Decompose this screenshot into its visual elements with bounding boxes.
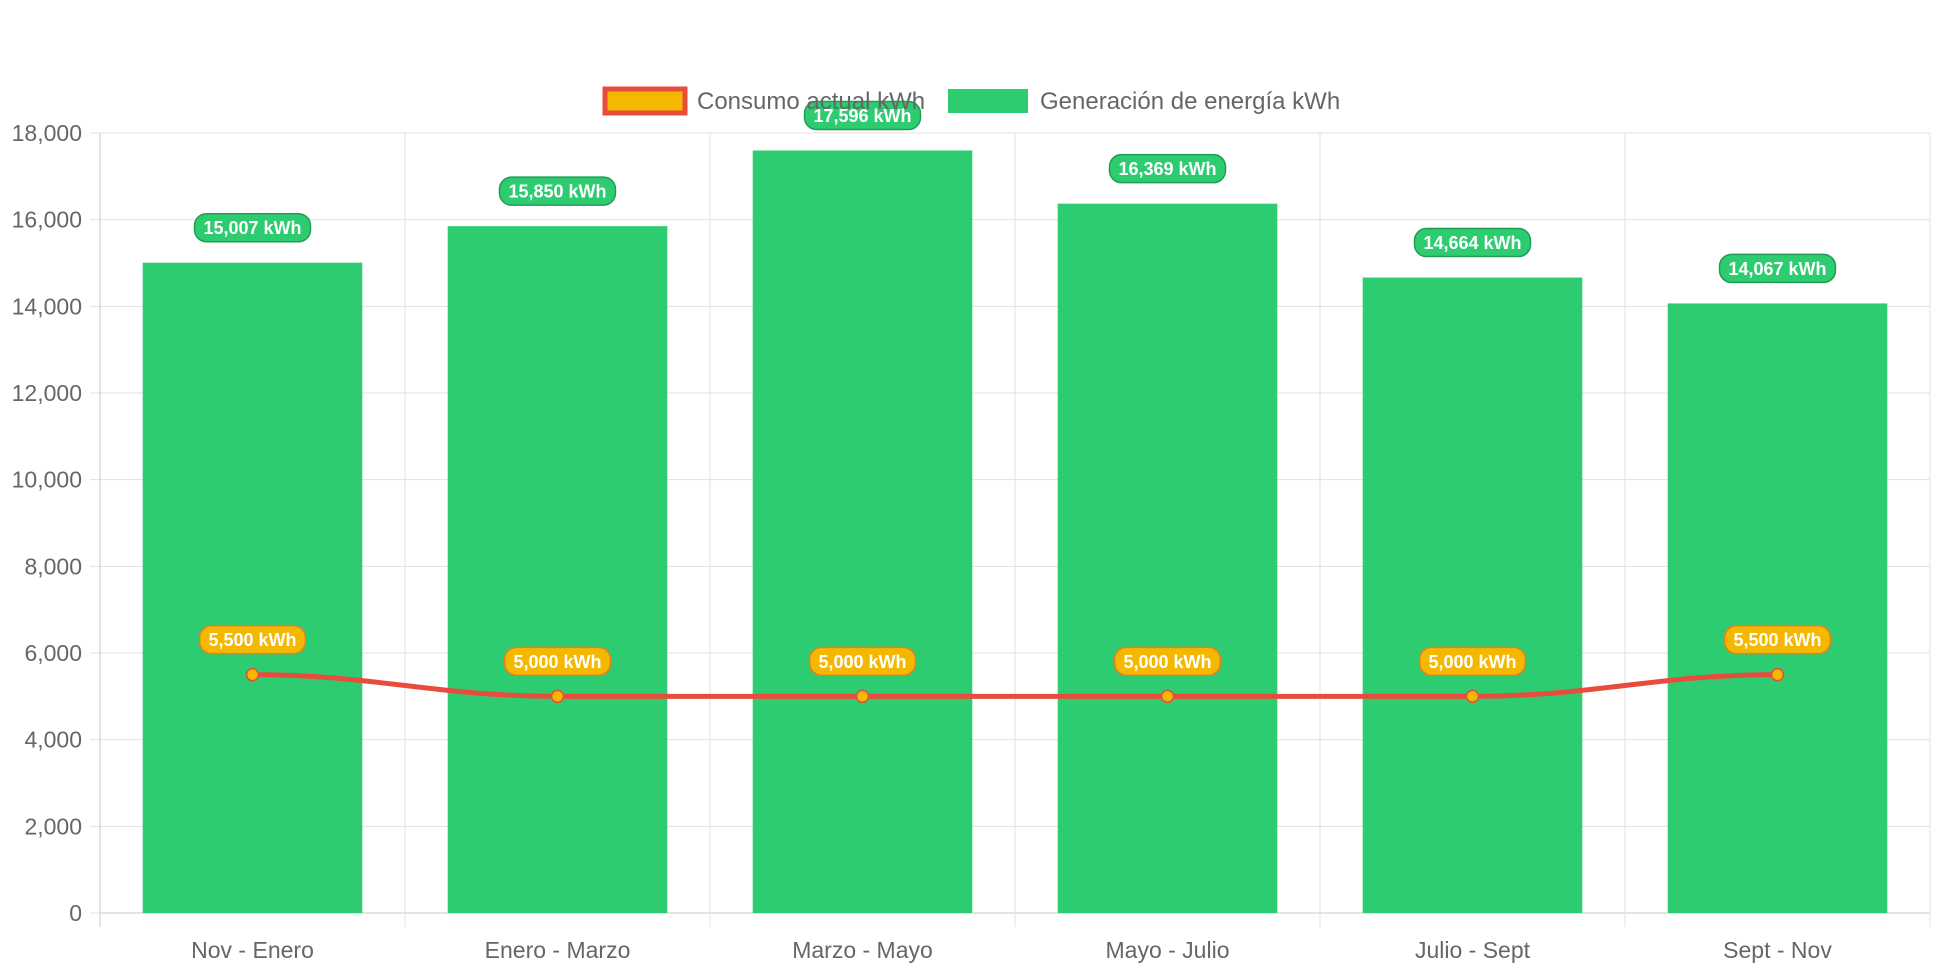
y-tick-label: 18,000 xyxy=(12,120,82,146)
bar-generacion xyxy=(447,226,668,913)
bar-data-label-bg xyxy=(803,100,922,131)
grid xyxy=(90,132,1931,927)
line-data-label-bg xyxy=(1723,624,1832,655)
y-tick-label: 8,000 xyxy=(24,553,82,579)
x-tick-label: Sept - Nov xyxy=(1723,937,1832,963)
line-data-label-bg xyxy=(808,646,917,677)
consumo-point xyxy=(1160,689,1175,704)
legend-item-consumo[interactable]: Consumo actual kWh xyxy=(602,86,925,116)
line-data-label: 5,000 kWh xyxy=(1123,652,1211,672)
bar-data-label: 14,067 kWh xyxy=(1728,259,1826,279)
bar-data-label: 16,369 kWh xyxy=(1118,159,1216,179)
consumo-line xyxy=(252,672,1778,699)
bar-generacion xyxy=(1667,303,1888,913)
bar-series xyxy=(142,150,1888,914)
line-series xyxy=(245,667,1785,704)
bar-data-label-bg xyxy=(1718,253,1837,284)
consumo-point xyxy=(855,689,870,704)
line-data-label-bg xyxy=(503,646,612,677)
line-data-label: 5,000 kWh xyxy=(818,652,906,672)
y-tick-label: 0 xyxy=(69,900,82,926)
legend-item-generacion[interactable]: Generación de energía kWh xyxy=(948,88,1340,115)
legend-label-consumo: Consumo actual kWh xyxy=(697,88,925,115)
bar-data-label: 17,596 kWh xyxy=(813,106,911,126)
legend-swatch-generacion xyxy=(948,89,1028,113)
legend-label-generacion: Generación de energía kWh xyxy=(1040,88,1340,115)
line-data-label: 5,000 kWh xyxy=(513,652,601,672)
data-labels: 15,007 kWh 15,850 kWh 17,596 kWh 16,369 kWh… xyxy=(193,100,1837,677)
x-tick-label: Marzo - Mayo xyxy=(792,937,933,963)
line-data-label: 5,000 kWh xyxy=(1428,652,1516,672)
bar-generacion xyxy=(1362,277,1583,913)
x-tick-label: Nov - Enero xyxy=(191,937,314,963)
consumo-point xyxy=(1770,667,1785,682)
bar-generacion xyxy=(142,262,363,913)
bar-generacion xyxy=(752,150,973,914)
legend-swatch-consumo xyxy=(602,86,688,116)
y-tick-label: 4,000 xyxy=(24,727,82,753)
line-data-label: 5,500 kWh xyxy=(208,630,296,650)
legend[interactable]: Consumo actual kWh Generación de energía … xyxy=(602,86,1340,116)
y-tick-label: 2,000 xyxy=(24,813,82,839)
bar-generacion xyxy=(1057,203,1278,914)
bar-data-label-bg xyxy=(1413,227,1532,258)
y-tick-label: 6,000 xyxy=(24,640,82,666)
y-tick-label: 14,000 xyxy=(12,293,82,319)
axes: 0 2,000 4,000 6,000 8,000 10,000 12,000 14,000 1… xyxy=(12,120,1833,963)
consumo-point xyxy=(1465,689,1480,704)
consumo-point xyxy=(245,667,260,682)
bar-data-label: 15,007 kWh xyxy=(203,218,301,238)
bar-data-label: 15,850 kWh xyxy=(508,182,606,202)
line-data-label-bg xyxy=(198,624,307,655)
y-tick-label: 16,000 xyxy=(12,207,82,233)
x-tick-label: Enero - Marzo xyxy=(485,937,631,963)
bar-data-label-bg xyxy=(193,212,312,243)
y-tick-label: 10,000 xyxy=(12,467,82,493)
line-data-label-bg xyxy=(1418,646,1527,677)
line-data-label: 5,500 kWh xyxy=(1733,630,1821,650)
bar-data-label-bg xyxy=(498,176,617,206)
consumo-point xyxy=(550,689,565,704)
bar-data-label-bg xyxy=(1108,153,1227,184)
x-tick-label: Mayo - Julio xyxy=(1106,937,1230,963)
bar-data-label: 14,664 kWh xyxy=(1423,233,1521,253)
y-tick-label: 12,000 xyxy=(12,380,82,406)
x-tick-label: Julio - Sept xyxy=(1415,937,1531,963)
line-data-label-bg xyxy=(1113,646,1222,677)
